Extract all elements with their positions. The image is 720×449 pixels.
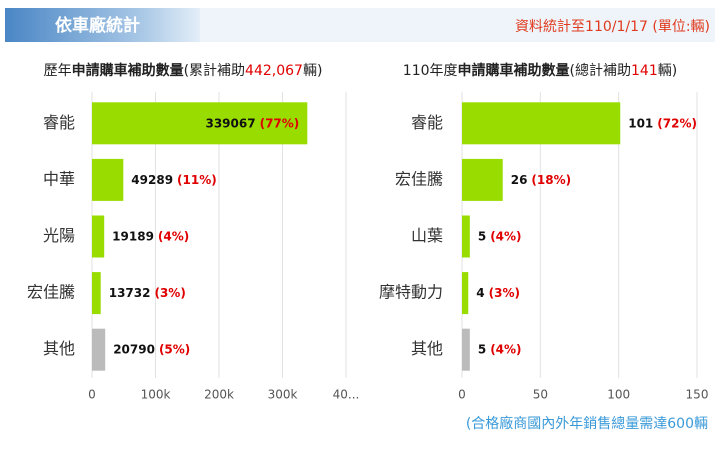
title-part: (總計補助	[570, 62, 631, 79]
x-tick-label: 100k	[141, 388, 171, 402]
category-label: 睿能	[43, 113, 75, 132]
bar	[92, 215, 105, 258]
bar	[92, 328, 106, 371]
chart-title: 110年度申請購車補助數量(總計補助141輛)	[403, 62, 677, 79]
x-tick-label: 100	[607, 388, 630, 402]
title-part: (累計補助	[184, 63, 245, 79]
x-tick-label: 0	[88, 388, 96, 402]
share-label: (77%)	[260, 116, 300, 130]
category-label: 摩特動力	[379, 283, 443, 302]
category-label: 中華	[43, 169, 75, 188]
data-label: 13732 (3%)	[109, 286, 186, 300]
footer-note: (合格廠商國內外年銷售總量需達600輛	[466, 415, 708, 432]
value-label: 339067	[205, 116, 255, 130]
x-tick-label: 40...	[333, 388, 360, 402]
x-tick-label: 0	[458, 388, 466, 402]
data-label: 4 (3%)	[476, 286, 520, 300]
category-label: 其他	[43, 339, 75, 358]
value-label: 19189	[112, 229, 154, 243]
data-label: 26 (18%)	[511, 172, 571, 186]
bar	[462, 102, 621, 145]
category-label: 睿能	[411, 113, 443, 132]
share-label: (3%)	[154, 286, 185, 300]
value-label: 13732	[109, 286, 151, 300]
category-label: 山葉	[411, 226, 443, 245]
value-label: 5	[478, 342, 486, 356]
share-label: (72%)	[657, 116, 697, 130]
value-label: 49289	[131, 172, 173, 186]
value-label: 101	[628, 116, 653, 130]
header-bg	[200, 8, 715, 42]
value-label: 26	[511, 172, 528, 186]
bar	[92, 272, 101, 315]
share-label: (18%)	[531, 172, 571, 186]
category-label: 宏佳騰	[27, 283, 75, 302]
value-label: 20790	[113, 342, 155, 356]
title-part: 輛)	[658, 63, 677, 79]
x-tick-label: 300k	[268, 388, 298, 402]
x-tick-label: 150	[686, 388, 709, 402]
title-part: 輛)	[303, 63, 322, 79]
share-label: (4%)	[158, 229, 189, 243]
title-part: 141	[631, 63, 658, 79]
bar	[462, 328, 470, 371]
data-label: 5 (4%)	[478, 229, 522, 243]
x-tick-label: 50	[533, 388, 548, 402]
bar	[462, 272, 469, 315]
bar	[92, 102, 308, 145]
share-label: (5%)	[159, 342, 190, 356]
title-part: 歷年	[44, 63, 72, 79]
title-part: 442,067	[245, 63, 303, 79]
value-label: 5	[478, 229, 486, 243]
title-part: 申請購車補助數量	[458, 62, 570, 79]
share-label: (11%)	[177, 172, 217, 186]
data-label: 49289 (11%)	[131, 172, 216, 186]
category-label: 其他	[411, 339, 443, 358]
bar	[462, 215, 470, 258]
title-part: 110年度	[403, 63, 458, 79]
share-label: (4%)	[490, 229, 521, 243]
data-label: 339067 (77%)	[205, 116, 299, 130]
data-label: 19189 (4%)	[112, 229, 189, 243]
data-label: 20790 (5%)	[113, 342, 190, 356]
category-label: 光陽	[43, 226, 75, 245]
bar	[92, 158, 124, 201]
header-title: 依車廠統計	[55, 15, 140, 36]
chart-title: 歷年申請購車補助數量(累計補助442,067輛)	[44, 62, 323, 79]
data-label: 101 (72%)	[628, 116, 697, 130]
share-label: (4%)	[490, 342, 521, 356]
data-label: 5 (4%)	[478, 342, 522, 356]
value-label: 4	[476, 286, 484, 300]
x-tick-label: 200k	[204, 388, 234, 402]
bar	[462, 158, 503, 201]
header-note: 資料統計至110/1/17 (單位:輛)	[515, 19, 710, 35]
header-bar	[5, 8, 200, 42]
share-label: (3%)	[489, 286, 520, 300]
title-part: 申請購車補助數量	[72, 62, 184, 79]
category-label: 宏佳騰	[395, 169, 443, 188]
